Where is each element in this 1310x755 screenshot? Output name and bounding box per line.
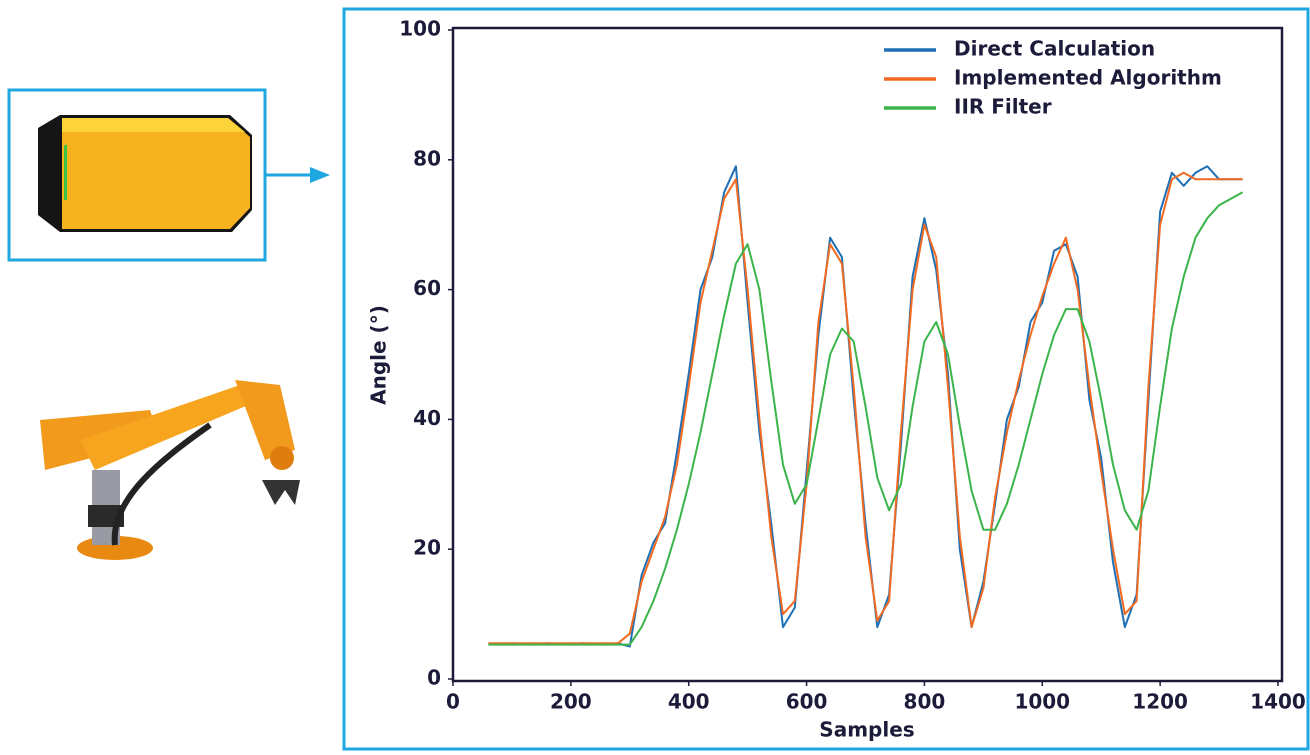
legend-label: IIR Filter [954, 95, 1052, 119]
x-tick-label: 0 [446, 690, 460, 714]
x-tick-label: 1000 [1014, 690, 1070, 714]
device [38, 115, 252, 232]
x-tick-label: 200 [550, 690, 592, 714]
x-tick-label: 400 [668, 690, 710, 714]
x-axis-label: Samples [819, 718, 914, 742]
legend-label: Implemented Algorithm [954, 66, 1222, 90]
x-tick-label: 1200 [1132, 690, 1188, 714]
series-line [488, 191, 1244, 646]
series-line [488, 171, 1243, 645]
x-tick-label: 600 [786, 690, 828, 714]
y-tick-label: 0 [427, 666, 441, 690]
x-tick-label: 800 [904, 690, 946, 714]
legend-label: Direct Calculation [954, 37, 1155, 61]
y-tick-label: 60 [413, 276, 441, 300]
x-tick-label: 1400 [1250, 690, 1306, 714]
y-tick-label: 40 [413, 406, 441, 430]
y-axis-label: Angle (°) [367, 305, 391, 405]
arrow-head [310, 167, 330, 183]
y-tick-label: 100 [399, 17, 441, 41]
y-tick-label: 80 [413, 146, 441, 170]
robot-arm [40, 380, 300, 560]
plot-area [451, 26, 1284, 683]
y-tick-label: 20 [413, 536, 441, 560]
